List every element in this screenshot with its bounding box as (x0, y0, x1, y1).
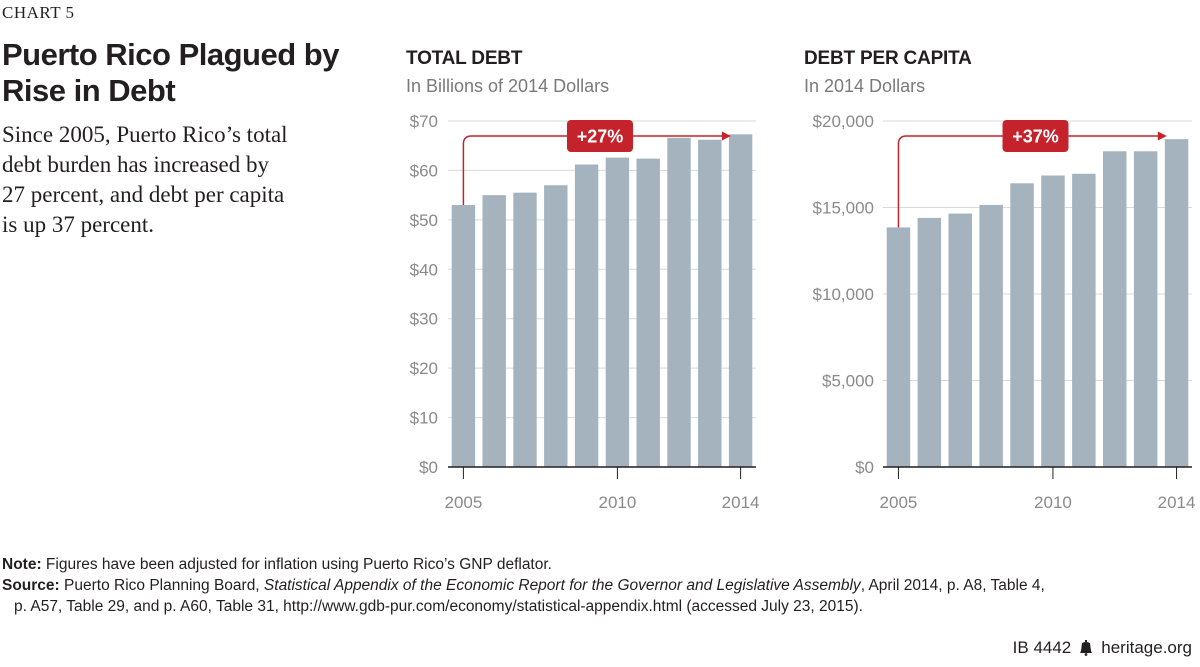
total-debt-y-tick-label: $0 (419, 458, 438, 477)
per-capita-y-tick-label: $0 (855, 458, 874, 477)
total-debt-bar-2012 (667, 137, 691, 467)
per-capita-bar-2006 (917, 217, 942, 467)
source-line-1: Source: Puerto Rico Planning Board, Stat… (2, 575, 1192, 596)
total-debt-growth-arrowhead (721, 131, 731, 141)
debt-per-capita-title: DEBT PER CAPITA (804, 48, 972, 69)
note-label: Note: (2, 556, 42, 573)
debt-per-capita-subtitle: In 2014 Dollars (804, 76, 926, 96)
total-debt-y-tick-label: $40 (410, 260, 438, 279)
brief-id: IB 4442 (1012, 638, 1072, 657)
per-capita-x-tick-label: 2005 (880, 493, 918, 512)
total-debt-y-tick-label: $50 (410, 211, 438, 230)
per-capita-bar-2009 (1010, 183, 1034, 467)
summary-line-1: Since 2005, Puerto Rico’s total (2, 122, 288, 147)
source-line-2: p. A57, Table 29, and p. A60, Table 31, … (14, 598, 863, 615)
title-line-1: Puerto Rico Plagued by (2, 37, 339, 72)
note-text: Figures have been adjusted for inflation… (41, 556, 552, 573)
summary-line-2: debt burden has increased by (2, 152, 269, 177)
per-capita-bar-2012 (1103, 151, 1127, 467)
total-debt-bar-2009 (574, 164, 599, 468)
total-debt-x-tick-label: 2014 (722, 493, 760, 512)
source-title-italic: Statistical Appendix of the Economic Rep… (263, 577, 861, 594)
per-capita-bar-2005 (886, 227, 911, 467)
per-capita-growth-badge-label: +37% (1012, 127, 1059, 147)
total-debt-bar-2010 (605, 157, 630, 467)
chart-number-label: CHART 5 (2, 3, 75, 22)
source-label: Source: (2, 577, 60, 594)
total-debt-bar-2006 (482, 195, 506, 467)
charts-canvas: $0 $10 $20 $30 $40 $50 $60 $70 2005 2010 2014 +27% $… (410, 112, 1196, 512)
source-text-1: Puerto Rico Planning Board, (59, 577, 264, 594)
total-debt-y-tick-label: $60 (410, 161, 438, 180)
total-debt-y-tick-label: $10 (410, 409, 438, 428)
per-capita-bar-2011 (1072, 173, 1096, 467)
per-capita-growth-badge (1002, 120, 1069, 152)
total-debt-x-tick-label: 2005 (444, 493, 482, 512)
per-capita-bar-2007 (948, 213, 972, 467)
per-capita-growth-arrowhead (1157, 131, 1167, 141)
summary-line-3: 27 percent, and debt per capita (2, 182, 285, 207)
total-debt-bar-2014 (728, 134, 753, 468)
total-debt-subtitle: In Billions of 2014 Dollars (406, 76, 610, 96)
per-capita-x-tick-label: 2014 (1158, 493, 1196, 512)
total-debt-growth-badge (567, 120, 633, 152)
per-capita-bar-2010 (1041, 175, 1065, 467)
per-capita-bar-2013 (1133, 151, 1158, 467)
total-debt-bar-2013 (698, 139, 722, 468)
total-debt-growth-badge-label: +27% (577, 127, 624, 147)
per-capita-y-tick-label: $15,000 (813, 199, 874, 218)
site-name: heritage.org (1101, 638, 1192, 657)
summary-line-4: is up 37 percent. (2, 212, 155, 237)
title-line-2: Rise in Debt (2, 73, 176, 108)
total-debt-bar-2007 (513, 192, 537, 467)
total-debt-y-tick-label: $20 (410, 359, 438, 378)
per-capita-bar-2014 (1164, 139, 1189, 468)
per-capita-bar-2008 (979, 204, 1003, 467)
total-debt-y-tick-label: $70 (410, 112, 438, 131)
summary-text: Since 2005, Puerto Rico’s total debt bur… (2, 120, 342, 240)
credit-line: IB 4442 heritage.org (1013, 638, 1192, 658)
liberty-bell-icon (1080, 640, 1093, 656)
total-debt-bar-2005 (451, 205, 476, 467)
per-capita-x-tick-label: 2010 (1034, 493, 1072, 512)
page-title: Puerto Rico Plagued by Rise in Debt (2, 37, 342, 109)
total-debt-growth-arrow-line (462, 135, 723, 206)
per-capita-y-tick-label: $20,000 (813, 112, 874, 131)
note-line: Note: Figures have been adjusted for inf… (2, 554, 1192, 575)
per-capita-growth-arrow-line (897, 135, 1159, 228)
total-debt-title: TOTAL DEBT (406, 48, 523, 69)
total-debt-y-tick-label: $30 (410, 310, 438, 329)
per-capita-y-tick-label: $5,000 (822, 372, 874, 391)
footer-notes: Note: Figures have been adjusted for inf… (2, 554, 1192, 617)
source-text-2: , April 2014, p. A8, Table 4, (860, 577, 1045, 594)
total-debt-x-tick-label: 2010 (598, 493, 636, 512)
total-debt-bar-2008 (544, 185, 568, 467)
per-capita-y-tick-label: $10,000 (813, 285, 874, 304)
total-debt-bar-2011 (636, 158, 660, 467)
